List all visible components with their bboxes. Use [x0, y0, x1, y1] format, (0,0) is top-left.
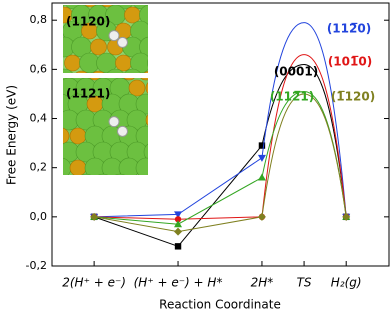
atom: [130, 52, 148, 73]
atom: [115, 54, 132, 72]
atom: [107, 68, 124, 73]
marker: [342, 212, 351, 221]
inset-label: (1120): [66, 15, 110, 29]
x-tick-label: 2(H⁺ + e⁻): [62, 276, 126, 290]
x-axis-title: Reaction Coordinate: [159, 298, 281, 312]
series-line: [94, 93, 347, 233]
legend-label: (1̅120): [331, 90, 375, 104]
atom: [90, 38, 107, 56]
atom: [135, 93, 148, 115]
marker: [258, 142, 266, 149]
legend-label: (101̅0): [328, 55, 372, 69]
atom: [128, 79, 146, 97]
atom: [124, 6, 141, 24]
y-tick-label: 0,2: [30, 161, 48, 174]
y-axis-title: Free Energy (eV): [5, 85, 19, 185]
atom: [124, 68, 141, 73]
series-line: [94, 22, 347, 218]
atom: [108, 116, 120, 128]
atom: [92, 70, 105, 73]
atom: [80, 173, 92, 175]
inset-label: (1121): [66, 87, 110, 101]
atom: [75, 70, 88, 73]
marker: [257, 173, 266, 181]
atom: [135, 157, 148, 175]
atom: [63, 68, 73, 73]
marker: [257, 154, 266, 162]
legend-label: (112̅1): [270, 90, 314, 104]
atom: [147, 59, 148, 67]
atom: [145, 82, 148, 94]
marker: [174, 243, 182, 250]
plot-frame: [51, 2, 390, 267]
x-tick-label: 2H*: [251, 276, 274, 290]
inset-image: [61, 78, 164, 194]
series-line: [93, 63, 347, 247]
y-tick-label: 0,4: [30, 112, 48, 125]
atom: [64, 54, 81, 72]
marker: [174, 220, 183, 228]
legend-label: (112̅0): [327, 22, 371, 36]
x-tick-label: H₂(g): [331, 276, 362, 290]
y-tick-label: 0,8: [30, 13, 48, 26]
atom: [114, 173, 126, 175]
x-tick-label: TS: [297, 276, 312, 290]
atom: [63, 127, 70, 145]
atom: [143, 70, 148, 73]
atom: [140, 78, 148, 81]
y-tick-label: 0,6: [30, 62, 48, 75]
inset-image: [63, 5, 166, 73]
marker: [257, 212, 266, 221]
marker: [90, 212, 99, 221]
atom: [63, 5, 65, 7]
atom: [61, 176, 77, 192]
atom: [143, 143, 148, 161]
atom: [150, 23, 166, 39]
marker: [174, 216, 182, 223]
atom: [97, 173, 109, 175]
series-line: [94, 54, 347, 220]
y-tick-label: 0,0: [30, 210, 48, 223]
atom: [108, 30, 120, 42]
marker: [174, 227, 183, 236]
atom: [139, 36, 148, 58]
x-tick-label: (H⁺ + e⁻) + H*: [134, 276, 223, 290]
atom: [145, 114, 148, 126]
atom: [69, 127, 87, 145]
atom: [144, 174, 164, 194]
legend-label: (0001): [274, 65, 318, 79]
atom: [123, 78, 135, 81]
y-tick-label: -0,2: [26, 259, 47, 272]
marker: [174, 211, 183, 219]
atom: [139, 5, 148, 26]
atom: [129, 176, 145, 192]
atom: [117, 125, 128, 137]
atom: [117, 36, 128, 48]
atom: [69, 159, 87, 175]
